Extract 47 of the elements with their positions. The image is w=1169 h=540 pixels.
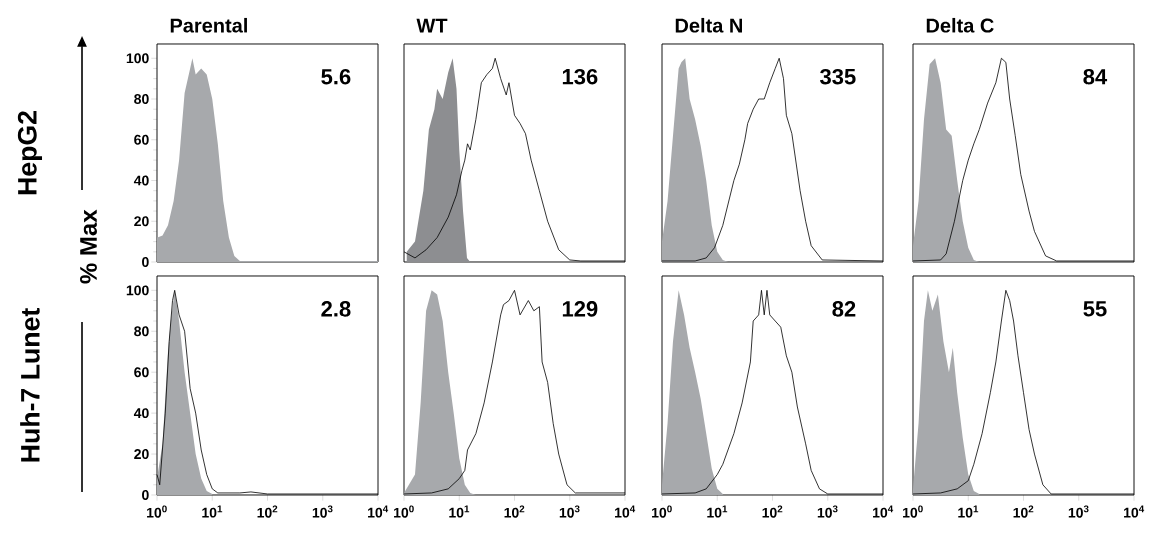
y-tick-label: 40	[133, 175, 149, 186]
x-tick-label: 10$^{1}$	[707, 505, 728, 518]
y-tick-label: 80	[134, 94, 149, 104]
annotation: 84	[1083, 68, 1108, 85]
x-tick-label: 10$^{3}$	[559, 505, 580, 518]
x-tick-label: 10$^{3}$	[1068, 505, 1089, 518]
y-tick-label: 100	[126, 53, 149, 64]
x-tick-label: 10$^{4}$	[873, 505, 894, 518]
x-tick-label: 10$^{3}$	[312, 505, 333, 518]
x-tick-label: 10$^{2}$	[257, 505, 278, 518]
x-tick-label: 10$^{0}$	[147, 505, 167, 518]
annotation: 335	[819, 68, 856, 85]
y-tick-label: 60	[134, 367, 149, 378]
chart-title: Delta N	[675, 17, 742, 33]
chart-title: Delta C	[926, 17, 994, 33]
annotation: 82	[832, 301, 856, 317]
y-tick-label: 40	[133, 408, 149, 419]
x-tick-label: 10$^{4}$	[1124, 505, 1145, 518]
chart-title: Parental	[170, 17, 247, 33]
annotation: 5.6	[321, 68, 351, 85]
x-tick-label: 10$^{1}$	[202, 505, 223, 518]
x-tick-label: 10$^{1}$	[449, 505, 470, 518]
x-tick-label: 10$^{4}$	[615, 505, 636, 518]
annotation: 2.8	[321, 301, 351, 317]
annotation: 136	[562, 68, 598, 85]
y-tick-label: 20	[134, 449, 149, 460]
x-tick-label: 10$^{3}$	[817, 505, 838, 518]
y-tick-label: 100	[126, 285, 149, 296]
x-tick-label: 10$^{0}$	[394, 505, 414, 518]
x-tick-label: 10$^{4}$	[368, 505, 389, 518]
y-axis-title: HepG2	[17, 111, 43, 195]
y-tick-label: 0	[142, 490, 149, 500]
chart-title: WT	[416, 18, 448, 33]
x-tick-label: 10$^{2}$	[762, 505, 783, 518]
x-tick-label: 10$^{1}$	[958, 505, 979, 518]
annotation: 55	[1083, 301, 1107, 317]
y-tick-label: 20	[134, 216, 149, 227]
y-axis-title: Huh-7 Lunet	[20, 308, 40, 462]
x-tick-label: 10$^{0}$	[652, 505, 672, 518]
y-tick-label: 60	[134, 134, 149, 145]
y-tick-label: 0	[142, 257, 149, 267]
x-tick-label: 10$^{0}$	[903, 505, 923, 518]
x-tick-label: 10$^{2}$	[1013, 505, 1034, 518]
annotation: 129	[562, 301, 598, 317]
y-tick-label: 80	[134, 326, 149, 337]
x-tick-label: 10$^{2}$	[504, 505, 525, 518]
text: % Max	[80, 209, 97, 284]
